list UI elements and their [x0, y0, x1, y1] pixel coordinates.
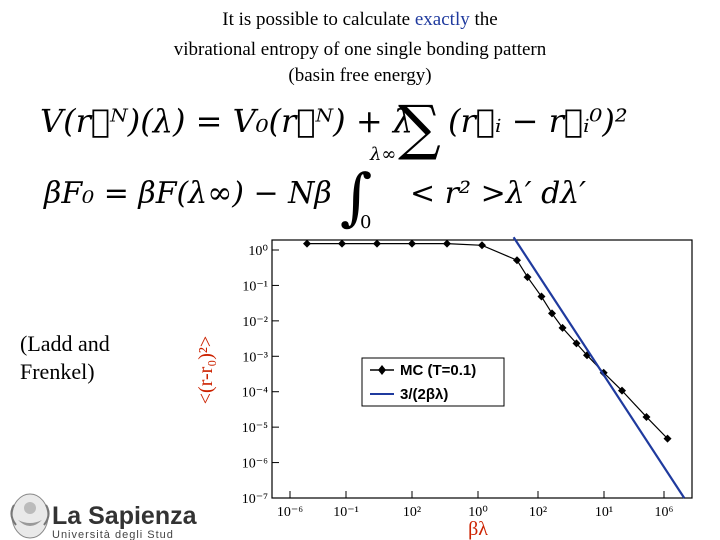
legend-fit-label: 3/(2βλ) [400, 386, 448, 403]
mc-data-point [572, 339, 581, 348]
title-highlight: exactly [414, 9, 470, 30]
x-tick-label: 10² [403, 505, 421, 520]
citation-line-1: (Ladd and [20, 331, 110, 356]
logo-name: La Sapienza [52, 502, 198, 530]
eq2-lower-limit: 0 [360, 212, 371, 233]
eq2-integral: ∫ [340, 160, 372, 233]
eq1-sum: ∑ [398, 93, 441, 163]
mc-data-point [537, 292, 546, 301]
x-tick-label: 10⁶ [655, 505, 674, 520]
x-tick-label: 10⁻¹ [333, 505, 359, 520]
y-tick-label: 10⁻⁷ [242, 492, 268, 507]
y-tick-label: 10⁻⁵ [242, 421, 268, 436]
slide-title-line-3: (basin free energy) [288, 65, 432, 86]
equation-1: V(r⃗ᴺ)(λ) = V₀(r⃗ᴺ) + λ ∑ (r⃗ᵢ − r⃗ᵢ⁰)² [40, 93, 628, 163]
mc-data-point [443, 239, 451, 248]
msd-chart: 10⁰ 10⁻¹ 10⁻² 10⁻³ 10⁻⁴ 10⁻⁵ 10⁻⁶ 10⁻⁷ 10⁻⁶ 10⁻¹… [195, 236, 693, 540]
eq1-lhs: V(r⃗ᴺ)(λ) = V₀(r⃗ᴺ) + λ [40, 102, 413, 140]
y-axis-ticks: 10⁰ 10⁻¹ 10⁻² 10⁻³ 10⁻⁴ 10⁻⁵ 10⁻⁶ 10⁻⁷ [242, 244, 279, 507]
mc-data-point [373, 239, 381, 248]
x-tick-label: 10⁻⁶ [277, 505, 303, 520]
y-tick-label: 10⁻⁴ [242, 386, 268, 401]
y-axis-label: <(r-r₀)²> [195, 336, 217, 404]
eq2-lhs: βF₀ = βF(λ∞) − Nβ [43, 176, 332, 211]
mc-data-point [618, 386, 626, 395]
title-text-end: the [469, 9, 498, 30]
y-tick-label: 10⁻² [242, 315, 268, 330]
eq1-rhs: (r⃗ᵢ − r⃗ᵢ⁰)² [448, 102, 628, 140]
y-tick-label: 10⁰ [248, 244, 268, 259]
legend-mc-marker [378, 365, 386, 375]
y-tick-label: 10⁻⁶ [242, 457, 268, 472]
slide-title-line-2: vibrational entropy of one single bondin… [173, 39, 547, 60]
citation: (Ladd and Frenkel) [20, 330, 110, 386]
slide-title-line-1: It is possible to calculate exactly the [0, 8, 720, 32]
mc-data-point [338, 239, 346, 248]
cherub-emblem-icon [10, 493, 50, 539]
x-tick-label: 10² [529, 505, 547, 520]
legend: MC (T=0.1) 3/(2βλ) [361, 357, 505, 407]
x-tick-label: 10¹ [595, 505, 613, 520]
y-tick-label: 10⁻³ [242, 350, 268, 365]
mc-data-point [548, 309, 556, 318]
mc-data-point [408, 239, 416, 248]
eq2-upper-limit: λ∞ [369, 144, 396, 165]
series-mc-points [303, 239, 672, 443]
citation-line-2: Frenkel) [20, 359, 95, 384]
equation-2: βF₀ = βF(λ∞) − Nβ ∫ λ∞ 0 < r² >λ′ dλ′ [43, 144, 586, 233]
mc-data-point [513, 256, 521, 265]
mc-data-point [642, 412, 651, 421]
mc-data-point [558, 323, 567, 332]
eq2-rhs: < r² >λ′ dλ′ [410, 176, 586, 211]
university-logo: La Sapienza Università degli Stud [10, 493, 198, 540]
legend-mc-label: MC (T=0.1) [400, 362, 476, 379]
series-fit-line [512, 236, 686, 499]
mc-data-point [663, 434, 672, 443]
y-tick-label: 10⁻¹ [242, 279, 268, 294]
x-axis-ticks: 10⁻⁶ 10⁻¹ 10² 10⁰ 10² 10¹ 10⁶ [277, 491, 674, 520]
mc-data-point [478, 241, 486, 250]
legend-box [361, 357, 505, 407]
logo-subtitle: Università degli Stud [52, 529, 174, 540]
title-text: It is possible to calculate [222, 9, 415, 30]
x-tick-label: 10⁰ [468, 505, 488, 520]
mc-data-point [523, 273, 532, 282]
mc-data-point [303, 239, 311, 248]
x-axis-label: βλ [468, 518, 488, 540]
